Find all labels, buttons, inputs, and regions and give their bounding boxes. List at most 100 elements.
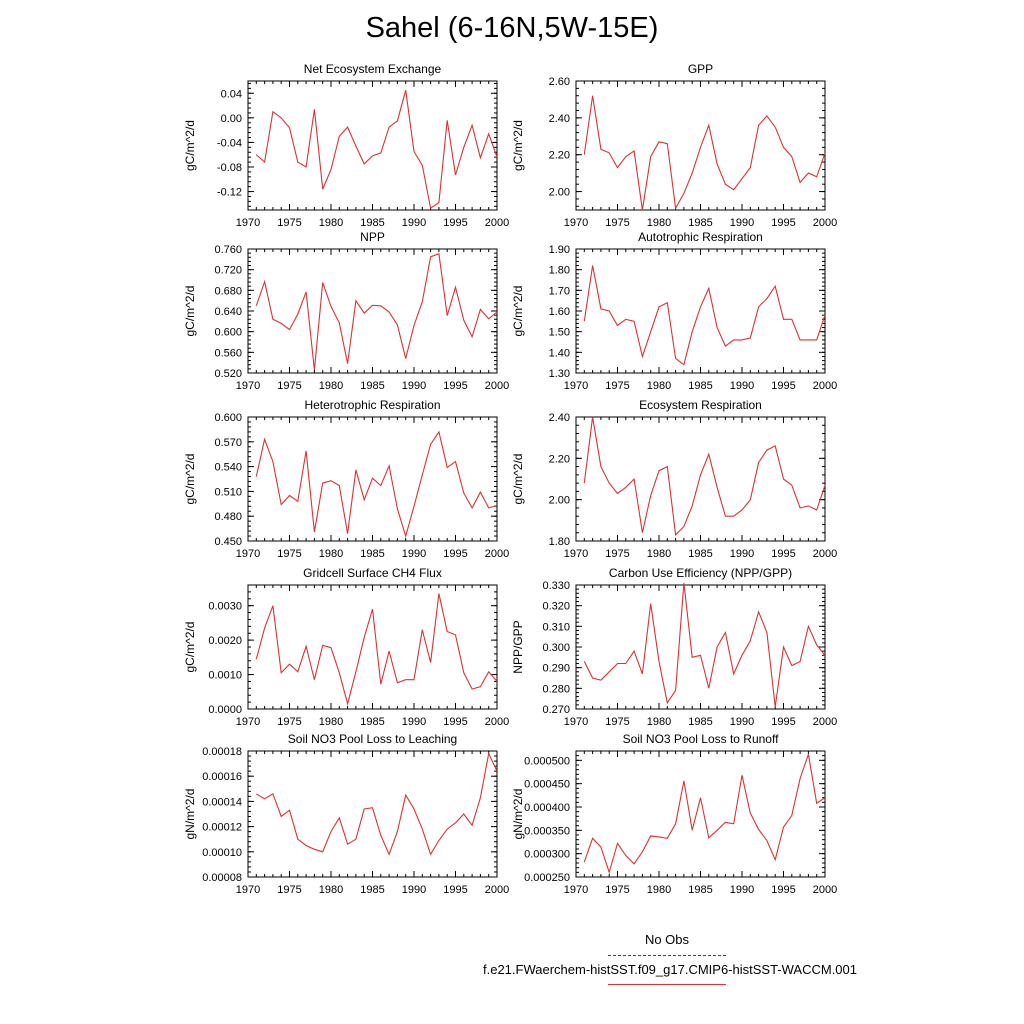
y-tick-label: 0.540	[214, 462, 242, 474]
x-tick-label: 1985	[688, 217, 712, 229]
legend-model-label: f.e21.FWaerchem-histSST.f09_g17.CMIP6-hi…	[483, 962, 857, 977]
y-tick-label: 0.0020	[208, 635, 242, 647]
x-tick-label: 1995	[771, 548, 795, 560]
x-tick-label: 1995	[771, 380, 795, 392]
y-tick-label: 0.00	[221, 113, 242, 125]
y-tick-label: 1.50	[549, 327, 570, 339]
series-line	[583, 416, 826, 536]
series-line	[583, 582, 826, 707]
x-tick-label: 1970	[564, 548, 588, 560]
x-tick-label: 1970	[236, 884, 260, 896]
y-tick-label: 2.00	[549, 495, 570, 507]
legend-obs-label: No Obs	[644, 932, 690, 947]
y-tick-label: 0.450	[214, 536, 242, 548]
chart-title: GPP	[688, 62, 713, 76]
chart-title: Heterotrophic Respiration	[304, 398, 440, 412]
x-tick-label: 1980	[319, 548, 343, 560]
series-line	[583, 95, 826, 211]
x-tick-label: 1985	[688, 548, 712, 560]
y-tick-label: 1.30	[549, 368, 570, 380]
y-tick-label: 0.520	[214, 368, 242, 380]
x-tick-label: 1975	[277, 380, 301, 392]
chart-panel-1: Net Ecosystem Exchange gC/m^2/d 1970 1975 19…	[183, 62, 509, 229]
chart-panel-4: Autotrophic Respiration gC/m^2/d 1970 1975 1…	[511, 230, 837, 392]
y-tick-label: -0.12	[217, 187, 242, 199]
y-tick-label: 0.00010	[202, 847, 242, 859]
y-tick-label: 2.20	[549, 453, 570, 465]
y-tick-label: 0.560	[214, 347, 242, 359]
x-tick-label: 1990	[730, 716, 754, 728]
chart-title: NPP	[360, 230, 385, 244]
x-tick-label: 1970	[564, 217, 588, 229]
x-tick-label: 1995	[771, 716, 795, 728]
x-tick-label: 2000	[813, 884, 837, 896]
x-tick-label: 1975	[605, 716, 629, 728]
y-tick-label: 0.0030	[208, 601, 242, 613]
y-tick-label: 2.20	[549, 150, 570, 162]
y-tick-label: 0.04	[221, 88, 242, 100]
y-tick-label: 0.000350	[524, 825, 570, 837]
series-line	[255, 430, 498, 538]
chart-panel-6: Ecosystem Respiration gC/m^2/d 1970 1975 198…	[511, 398, 837, 560]
x-tick-label: 2000	[485, 548, 509, 560]
chart-panel-8: Carbon Use Efficiency (NPP/GPP) NPP/GPP 19…	[511, 566, 837, 728]
y-axis-label: gN/m^2/d	[183, 789, 197, 840]
x-tick-label: 1980	[647, 716, 671, 728]
x-tick-label: 1985	[360, 716, 384, 728]
y-tick-label: 0.480	[214, 511, 242, 523]
x-tick-label: 1970	[236, 380, 260, 392]
x-tick-label: 1985	[688, 884, 712, 896]
y-tick-label: 1.80	[549, 536, 570, 548]
y-tick-label: 0.510	[214, 486, 242, 498]
plot-frame	[575, 248, 826, 374]
y-tick-label: -0.04	[217, 137, 242, 149]
x-tick-label: 1980	[319, 884, 343, 896]
x-tick-label: 1980	[319, 380, 343, 392]
x-tick-label: 1995	[443, 380, 467, 392]
chart-panel-5: Heterotrophic Respiration gC/m^2/d 1970 197…	[183, 398, 509, 560]
legend-model-line	[608, 984, 726, 985]
x-tick-label: 1975	[605, 884, 629, 896]
y-axis-label: gC/m^2/d	[183, 622, 197, 673]
legend-obs-line	[608, 955, 726, 956]
chart-title: Autotrophic Respiration	[638, 230, 763, 244]
x-tick-label: 1990	[402, 217, 426, 229]
x-tick-label: 1970	[564, 884, 588, 896]
y-axis-label: gC/m^2/d	[183, 120, 197, 171]
x-tick-label: 1985	[360, 380, 384, 392]
x-tick-label: 1990	[730, 548, 754, 560]
x-tick-label: 1995	[771, 884, 795, 896]
x-tick-label: 1975	[277, 548, 301, 560]
x-tick-label: 1980	[647, 884, 671, 896]
plot-frame	[247, 80, 498, 211]
series-line	[255, 90, 498, 210]
x-tick-label: 1980	[319, 716, 343, 728]
y-tick-label: 0.640	[214, 306, 242, 318]
x-tick-label: 1990	[402, 716, 426, 728]
plot-frame	[247, 584, 498, 710]
x-tick-label: 1990	[402, 380, 426, 392]
chart-title: Gridcell Surface CH4 Flux	[303, 566, 442, 580]
y-axis-label: NPP/GPP	[511, 620, 525, 673]
x-tick-label: 1970	[564, 716, 588, 728]
y-tick-label: 1.70	[549, 285, 570, 297]
x-tick-label: 1995	[443, 884, 467, 896]
chart-title: Soil NO3 Pool Loss to Leaching	[288, 732, 457, 746]
x-tick-label: 1980	[647, 548, 671, 560]
x-tick-label: 1975	[277, 217, 301, 229]
chart-panel-3: NPP gC/m^2/d 1970 1975 1980 1985 1990 1995 2000 0…	[183, 230, 509, 392]
chart-panel-10: Soil NO3 Pool Loss to Runoff gN/m^2/d 1970…	[511, 732, 837, 896]
chart-panel-7: Gridcell Surface CH4 Flux gC/m^2/d 1970 197…	[183, 566, 509, 728]
x-tick-label: 1985	[360, 217, 384, 229]
y-tick-label: 1.40	[549, 347, 570, 359]
chart-title: Carbon Use Efficiency (NPP/GPP)	[609, 566, 792, 580]
y-tick-label: 0.000250	[524, 872, 570, 884]
x-tick-label: 2000	[485, 884, 509, 896]
chart-panel-9: Soil NO3 Pool Loss to Leaching gN/m^2/d 19…	[183, 732, 509, 896]
x-tick-label: 1975	[277, 716, 301, 728]
y-tick-label: 0.600	[214, 327, 242, 339]
x-tick-label: 1975	[605, 548, 629, 560]
y-tick-label: 0.000400	[524, 802, 570, 814]
x-tick-label: 1990	[730, 217, 754, 229]
